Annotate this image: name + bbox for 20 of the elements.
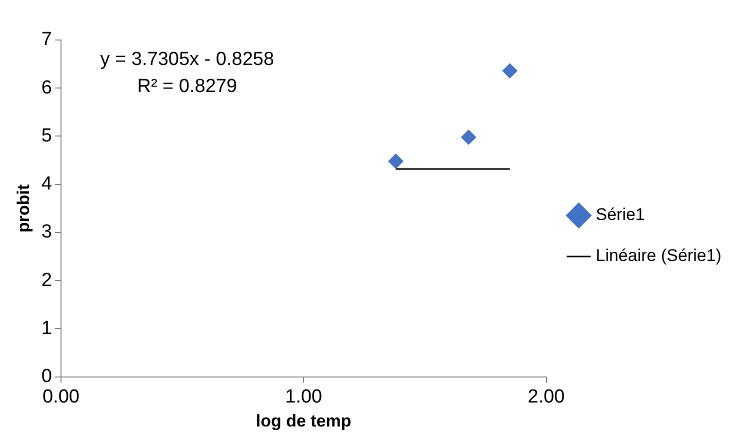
x-tick-label: 1.00 (285, 386, 322, 408)
y-tick-label: 6 (41, 77, 52, 98)
y-tick-label: 0 (41, 366, 52, 388)
point (388, 154, 404, 169)
y-tick-label: 4 (41, 174, 52, 195)
legend-label: Linéaire (Série1) (596, 246, 722, 266)
x-axis-title: log de temp (256, 411, 352, 430)
y-tick-label: 7 (41, 29, 52, 50)
annotation: R² = 0.8279 (137, 76, 238, 98)
y-tick-label: 2 (41, 270, 52, 291)
y-tick-label: 5 (41, 125, 52, 146)
point (461, 130, 476, 145)
x-tick-label: 0.00 (42, 386, 80, 408)
point (502, 63, 518, 78)
annotation: y = 3.7305x - 0.8258 (100, 49, 274, 70)
y-tick-label: 3 (41, 222, 52, 243)
y-axis-title: probit (14, 184, 33, 232)
y-tick-label: 1 (41, 318, 52, 339)
legend-label: Série1 (596, 205, 645, 224)
x-tick-label: 2.00 (528, 386, 565, 408)
